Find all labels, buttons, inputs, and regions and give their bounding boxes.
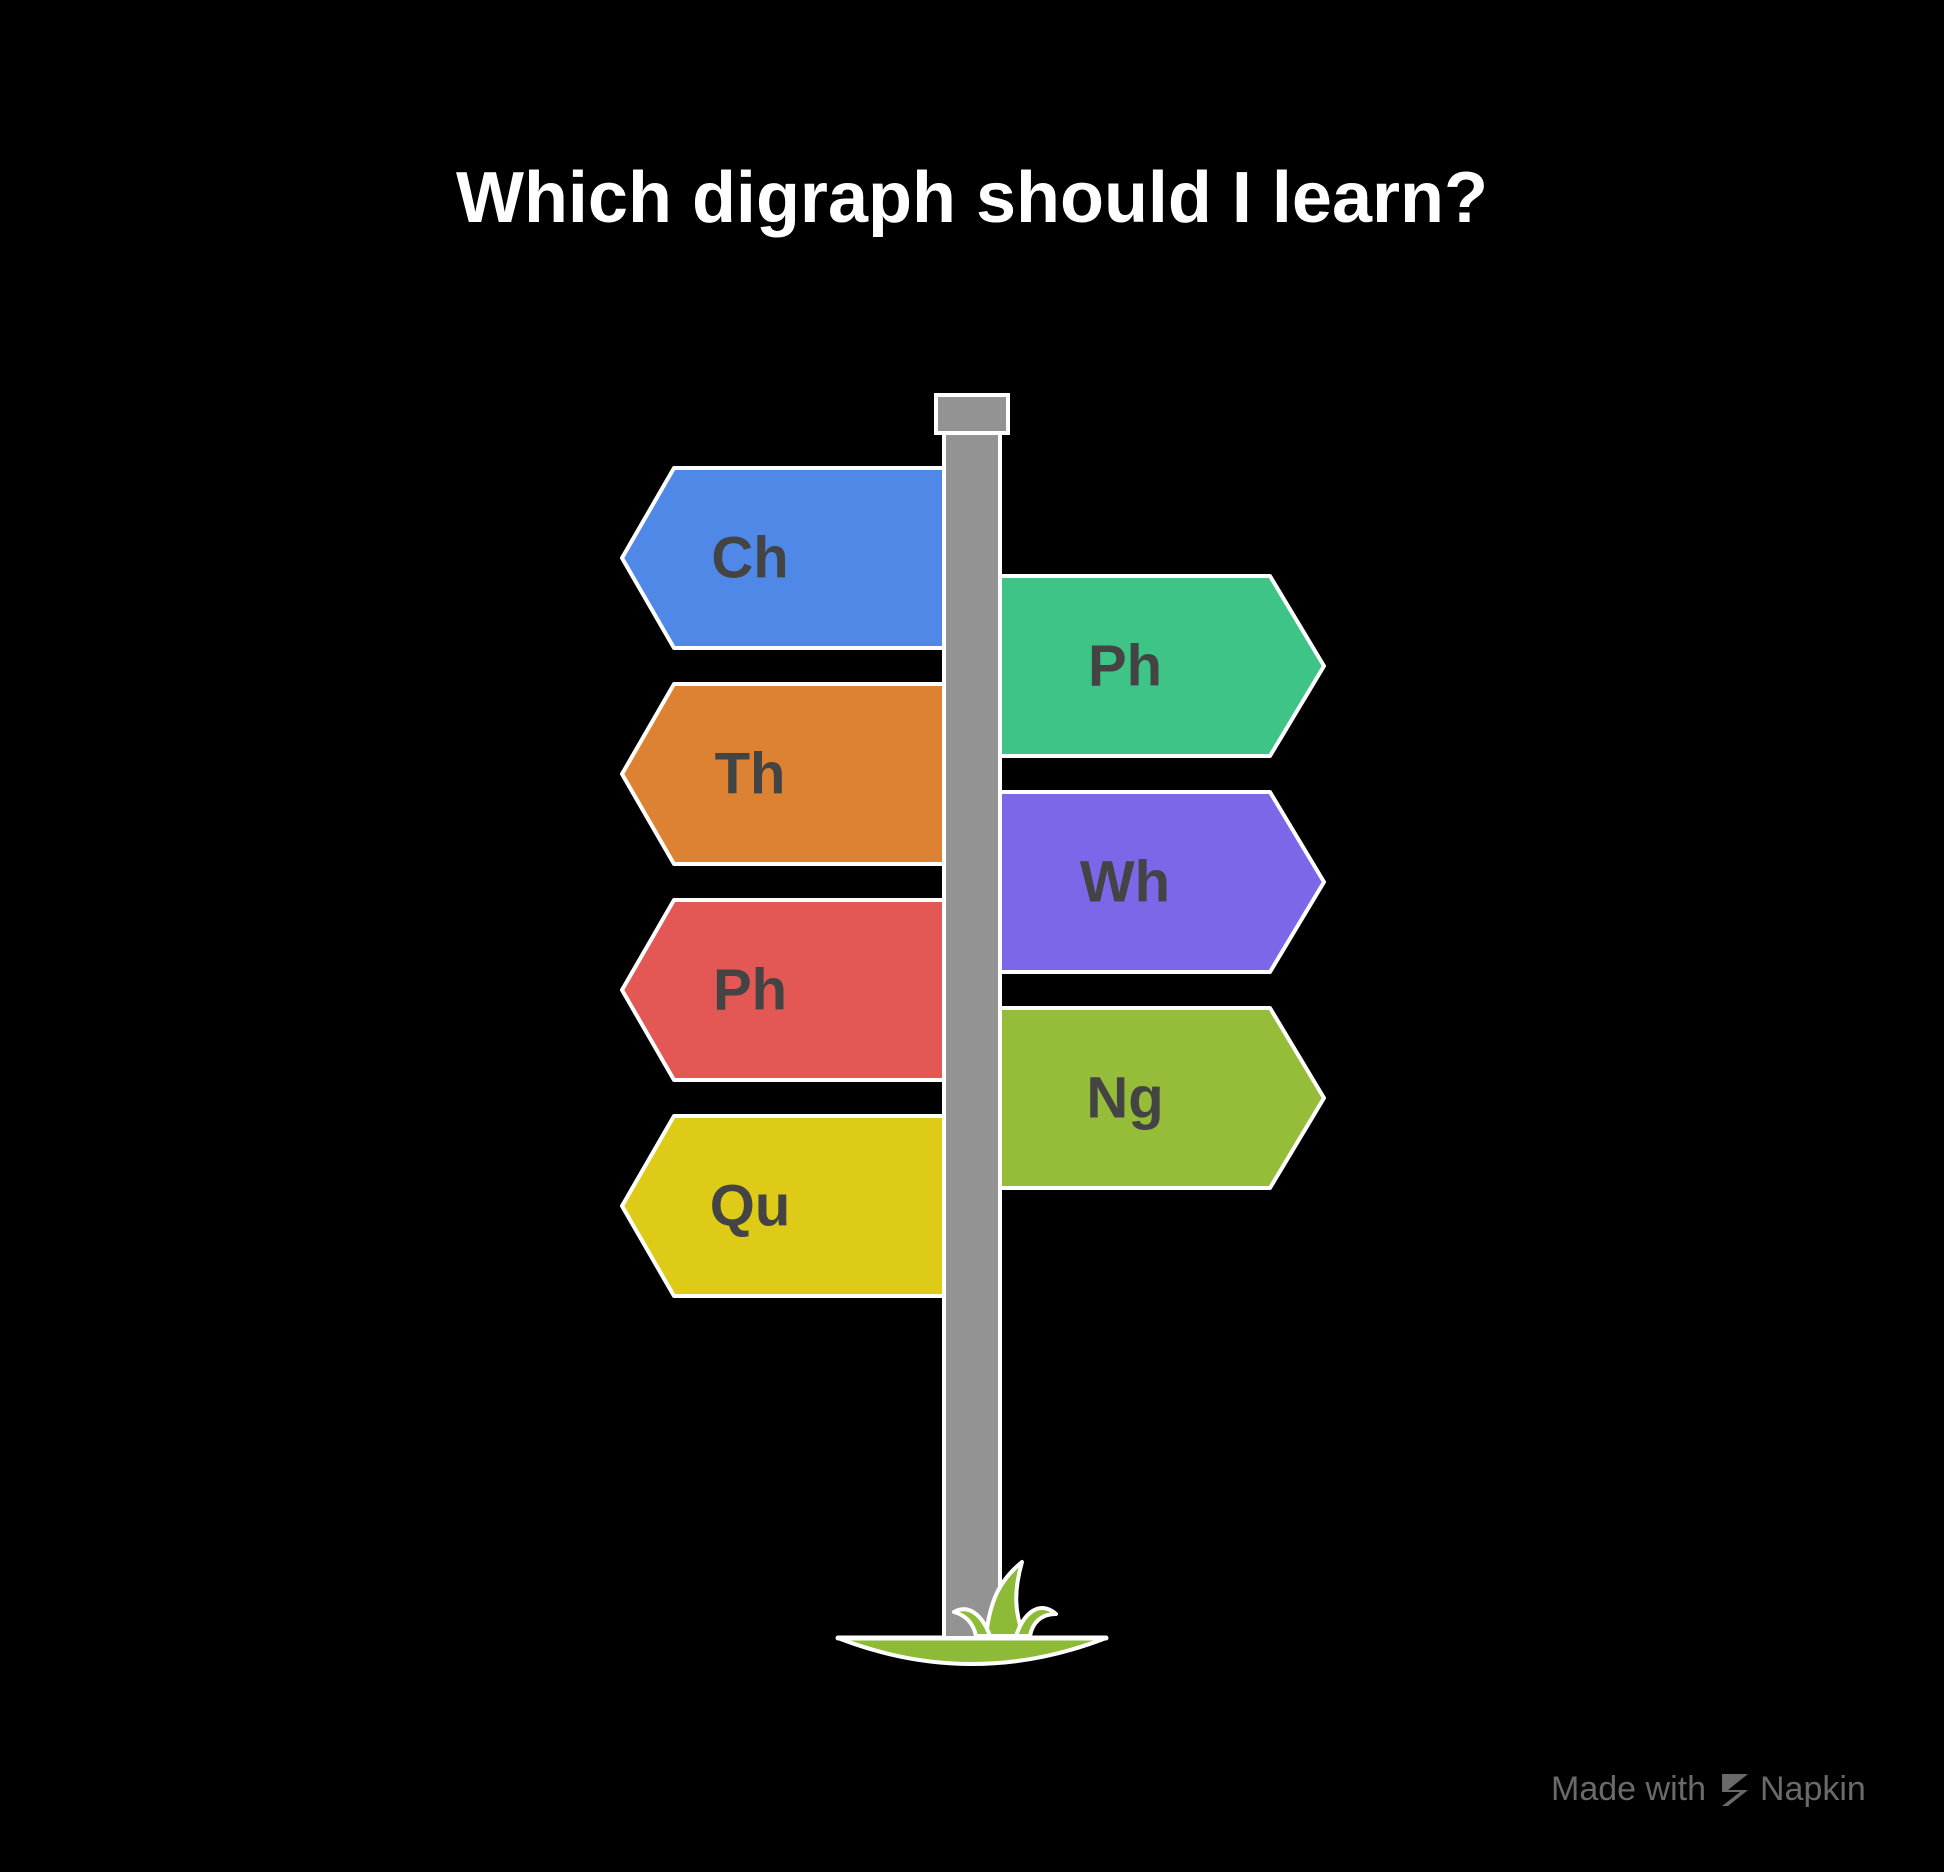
sign-left-2: Th <box>620 682 946 866</box>
sign-right-3-arrow <box>998 1006 1326 1190</box>
sign-right-1: Ph <box>998 574 1326 758</box>
napkin-logo-icon <box>1722 1774 1748 1806</box>
sign-right-3: Ng <box>998 1006 1326 1190</box>
sign-left-3-arrow <box>620 898 946 1082</box>
sign-right-1-arrow <box>998 574 1326 758</box>
left-signs: Ch Th Ph Qu <box>620 466 946 1298</box>
watermark-brand: Napkin <box>1760 1770 1866 1808</box>
sign-left-2-label: Th <box>715 741 786 806</box>
sign-left-2-arrow <box>620 682 946 866</box>
sign-right-3-label: Ng <box>1086 1065 1163 1130</box>
sign-left-4: Qu <box>620 1114 946 1298</box>
sign-left-1: Ch <box>620 466 946 650</box>
sign-left-1-label: Ch <box>711 525 788 590</box>
signpost-pole <box>942 428 1002 1640</box>
watermark-prefix: Made with <box>1551 1770 1706 1808</box>
diagram-title: Which digraph should I learn? <box>456 158 1488 238</box>
grass-tuft <box>952 1560 1058 1638</box>
sign-left-3-label: Ph <box>713 957 787 1022</box>
sign-left-4-arrow <box>620 1114 946 1298</box>
sign-right-2-arrow <box>998 790 1326 974</box>
sign-right-2: Wh <box>998 790 1326 974</box>
sign-left-4-label: Qu <box>710 1173 791 1238</box>
sign-right-1-label: Ph <box>1088 633 1162 698</box>
sign-left-3: Ph <box>620 898 946 1082</box>
signpost-cap <box>934 393 1010 435</box>
sign-right-2-label: Wh <box>1080 849 1170 914</box>
sign-left-1-arrow <box>620 466 946 650</box>
napkin-watermark: Made with Napkin <box>1551 1770 1866 1808</box>
right-signs: Ph Wh Ng <box>998 574 1326 1190</box>
